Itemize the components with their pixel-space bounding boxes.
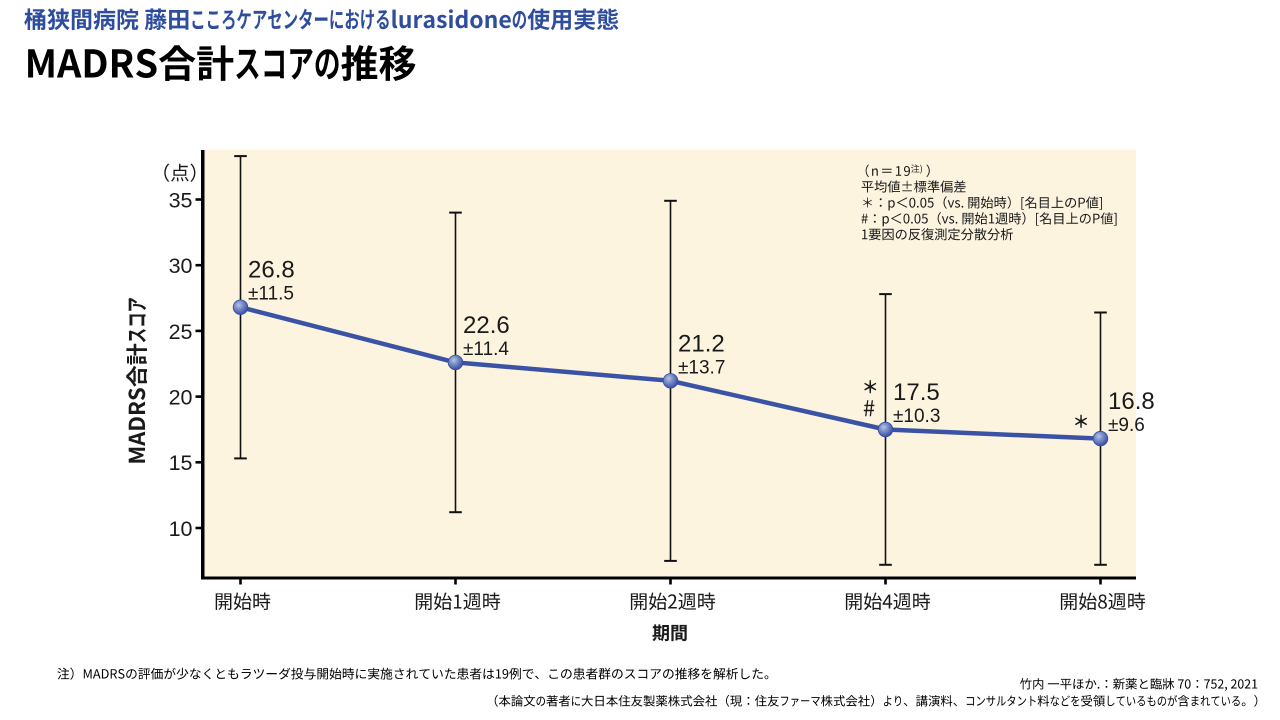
svg-text:15: 15 bbox=[169, 451, 193, 475]
svg-text:10: 10 bbox=[169, 517, 193, 541]
svg-text:35: 35 bbox=[169, 188, 193, 212]
svg-text:21.2: 21.2 bbox=[678, 330, 725, 357]
svg-text:±13.7: ±13.7 bbox=[678, 357, 725, 378]
svg-text:30: 30 bbox=[169, 254, 193, 278]
svg-text:17.5: 17.5 bbox=[893, 379, 940, 406]
svg-text:±9.6: ±9.6 bbox=[1108, 415, 1145, 436]
svg-text:25: 25 bbox=[169, 320, 193, 344]
svg-text:22.6: 22.6 bbox=[463, 312, 510, 339]
svg-text:±11.4: ±11.4 bbox=[463, 339, 509, 360]
svg-text:16.8: 16.8 bbox=[1108, 388, 1155, 415]
svg-text:26.8: 26.8 bbox=[248, 257, 295, 284]
svg-text:±10.3: ±10.3 bbox=[893, 406, 940, 427]
svg-text:±11.5: ±11.5 bbox=[248, 284, 294, 305]
svg-text:20: 20 bbox=[169, 386, 193, 410]
